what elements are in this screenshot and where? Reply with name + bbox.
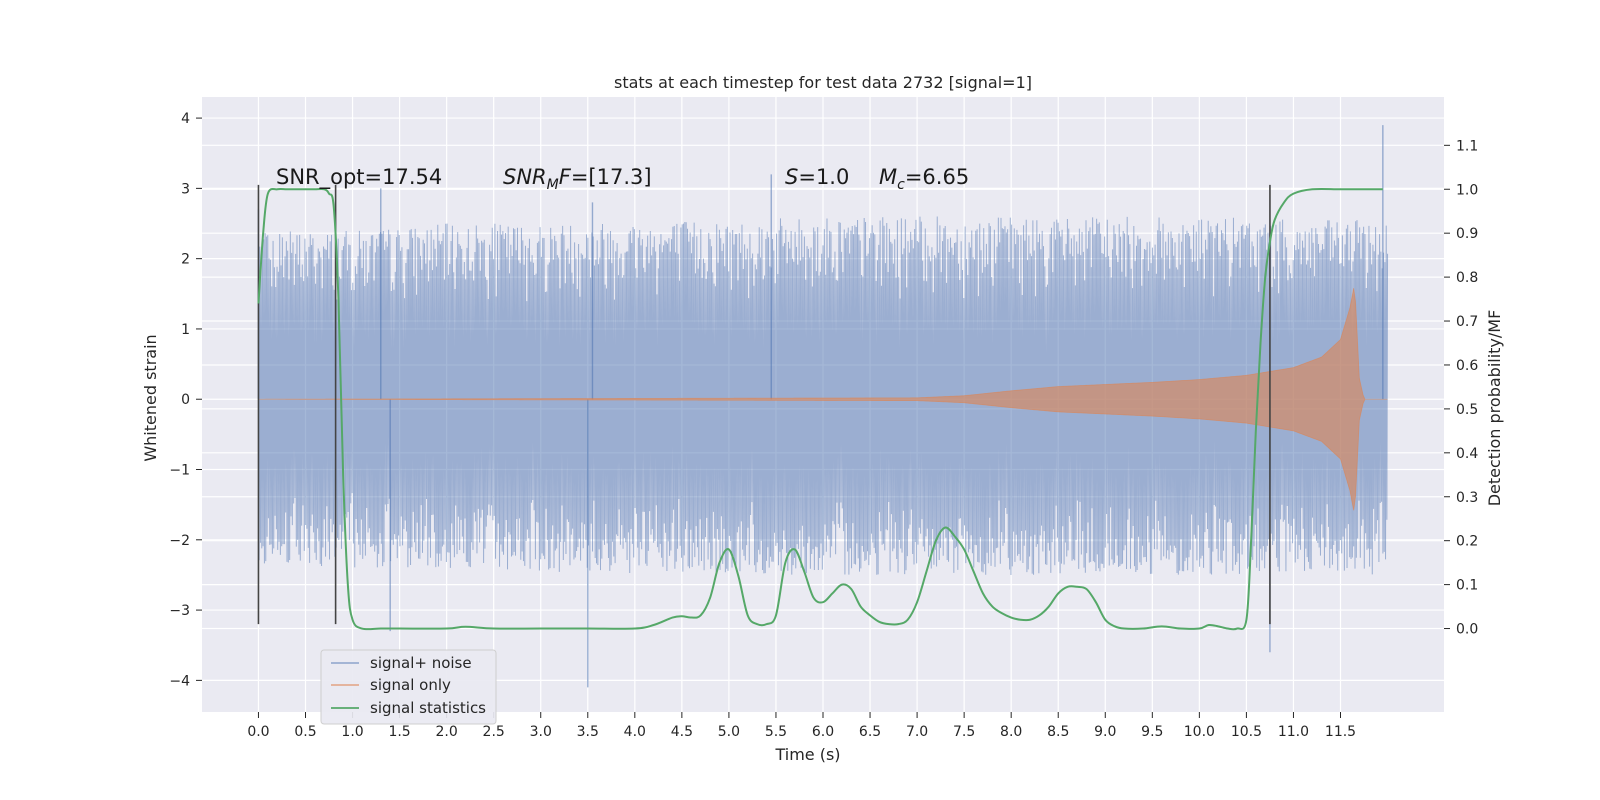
annotation-snr-mf-mid: F xyxy=(559,165,572,189)
annotations: SNR_opt=17.54 SNRMF=[17.3] S=1.0 Mc=6.65 xyxy=(276,165,969,193)
x-tick-label: 5.0 xyxy=(718,724,740,740)
y-tick-label-right: 0.8 xyxy=(1456,270,1478,286)
x-tick-label: 6.5 xyxy=(859,724,881,740)
x-tick-label: 8.5 xyxy=(1047,724,1069,740)
x-tick-label: 10.5 xyxy=(1231,724,1262,740)
x-tick-label: 11.5 xyxy=(1325,724,1356,740)
x-axis-label: Time (s) xyxy=(774,745,840,764)
annotation-snr-mf-prefix: SNR xyxy=(503,165,547,189)
y-tick-label-right: 1.1 xyxy=(1456,138,1478,154)
legend: signal+ noise signal only signal statist… xyxy=(320,649,497,725)
x-tick-label: 5.5 xyxy=(765,724,787,740)
legend-label-signal-only: signal only xyxy=(370,676,451,694)
annotation-s-value: =1.0 xyxy=(798,165,849,189)
annotation-mc-symbol: M xyxy=(879,165,897,189)
y-axis-label-right: Detection probability/MF xyxy=(1485,310,1504,507)
signal-statistics-line xyxy=(257,187,1383,631)
signal-only-area xyxy=(258,288,1388,511)
y-tick-label-right: 0.0 xyxy=(1456,622,1478,638)
x-tick-label: 4.0 xyxy=(624,724,646,740)
x-tick-label: 3.0 xyxy=(530,724,552,740)
annotation-snr-opt: SNR_opt=17.54 xyxy=(276,165,442,190)
y-tick-label-left: 1 xyxy=(181,322,190,338)
y-tick-label-right: 0.7 xyxy=(1456,314,1478,330)
x-tick-label: 0.5 xyxy=(294,724,316,740)
y-tick-label-left: 3 xyxy=(181,181,190,197)
y-tick-label-left: 2 xyxy=(181,252,190,268)
vertical-markers xyxy=(257,184,1271,625)
annotation-s: S=1.0 xyxy=(785,165,849,189)
y-tick-label-left: −3 xyxy=(169,603,190,619)
x-tick-label: 1.5 xyxy=(388,724,410,740)
y-tick-label-left: 4 xyxy=(181,111,190,127)
y-tick-label-right: 0.2 xyxy=(1456,534,1478,550)
annotation-mc-sub: c xyxy=(897,177,905,193)
annotation-snr-mf: SNRMF=[17.3] xyxy=(503,165,652,193)
annotation-mc: Mc=6.65 xyxy=(879,165,969,193)
annotation-snr-mf-sub: M xyxy=(547,177,559,193)
axis-ticks: 0.0 0.5 1.0 1.5 2.0 2.5 3.0 3.5 4.0 4.5 5.0 5.5 6.0 6… xyxy=(169,111,1478,740)
y-tick-label-right: 0.5 xyxy=(1456,402,1478,418)
x-tick-label: 6.0 xyxy=(812,724,834,740)
x-tick-label: 7.5 xyxy=(953,724,975,740)
x-tick-label: 2.0 xyxy=(436,724,458,740)
legend-label-signal-noise: signal+ noise xyxy=(370,654,472,672)
x-tick-label: 8.0 xyxy=(1000,724,1022,740)
y-tick-label-right: 0.1 xyxy=(1456,578,1478,594)
signal-noise-line xyxy=(257,216,1389,575)
y-tick-label-right: 0.9 xyxy=(1456,226,1478,242)
x-tick-label: 10.0 xyxy=(1184,724,1215,740)
x-tick-label: 9.5 xyxy=(1141,724,1163,740)
annotation-snr-mf-value: =[17.3] xyxy=(571,165,652,189)
annotation-mc-value: =6.65 xyxy=(905,165,969,189)
x-tick-label: 4.5 xyxy=(671,724,693,740)
signal-only-series xyxy=(258,288,1388,511)
y-tick-label-right: 1.0 xyxy=(1456,182,1478,198)
chart-title: stats at each timestep for test data 273… xyxy=(614,73,1032,92)
x-tick-label: 11.0 xyxy=(1278,724,1309,740)
y-tick-label-right: 0.4 xyxy=(1456,446,1478,462)
y-tick-label-left: 0 xyxy=(181,392,190,408)
x-tick-label: 3.5 xyxy=(577,724,599,740)
y-tick-label-left: −2 xyxy=(169,533,190,549)
y-tick-label-left: −1 xyxy=(169,463,190,479)
y-axis-label-left: Whitened strain xyxy=(141,334,160,461)
x-tick-label: 0.0 xyxy=(247,724,269,740)
x-tick-label: 1.0 xyxy=(341,724,363,740)
x-tick-label: 7.0 xyxy=(906,724,928,740)
signal-statistics-series xyxy=(257,187,1383,631)
x-tick-label: 9.0 xyxy=(1094,724,1116,740)
annotation-s-symbol: S xyxy=(785,165,798,189)
x-tick-label: 2.5 xyxy=(483,724,505,740)
y-tick-label-right: 0.6 xyxy=(1456,358,1478,374)
legend-label-statistics: signal statistics xyxy=(370,699,486,717)
legend-box xyxy=(320,649,497,725)
y-tick-label-left: −4 xyxy=(169,673,190,689)
y-tick-label-right: 0.3 xyxy=(1456,490,1478,506)
